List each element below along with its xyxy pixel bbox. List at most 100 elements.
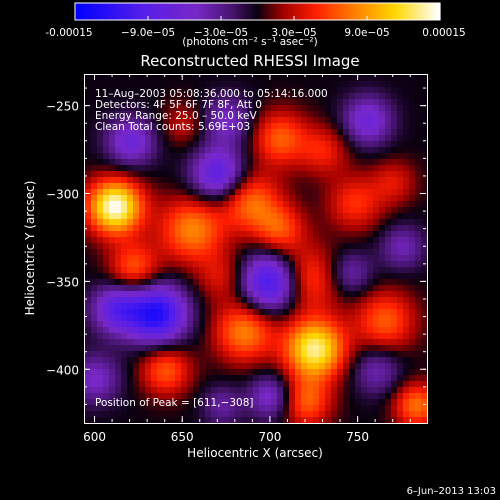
heatmap-cell: [271, 123, 278, 130]
heatmap-cell: [181, 123, 188, 130]
heatmap-cell: [229, 261, 236, 268]
heatmap-cell: [265, 225, 272, 232]
colorbar-segment: [120, 3, 125, 20]
heatmap-cell: [169, 351, 176, 358]
heatmap-cell: [205, 285, 212, 292]
heatmap-cell: [121, 99, 128, 106]
heatmap-cell: [373, 381, 380, 388]
heatmap-cell: [265, 219, 272, 226]
heatmap-cell: [151, 333, 158, 340]
heatmap-cell: [385, 147, 392, 154]
heatmap-cell: [289, 207, 296, 214]
heatmap-cell: [115, 129, 122, 136]
heatmap-cell: [307, 303, 314, 310]
heatmap-cell: [367, 393, 374, 400]
colorbar-segment: [96, 3, 100, 20]
heatmap-cell: [409, 141, 416, 148]
heatmap-cell: [217, 171, 224, 178]
heatmap-cell: [181, 231, 188, 238]
heatmap-cell: [283, 279, 290, 286]
heatmap-cell: [205, 93, 212, 100]
heatmap-cell: [313, 195, 320, 202]
heatmap-cell: [355, 273, 362, 280]
heatmap-cell: [217, 375, 224, 382]
heatmap-cell: [265, 381, 272, 388]
heatmap-cell: [385, 129, 392, 136]
heatmap-cell: [271, 195, 278, 202]
heatmap-cell: [127, 405, 134, 412]
heatmap-cell: [181, 171, 188, 178]
heatmap-cell: [361, 363, 368, 370]
heatmap-cell: [415, 201, 422, 208]
heatmap-cell: [127, 273, 134, 280]
heatmap-cell: [319, 177, 326, 184]
colorbar-segment: [284, 3, 289, 20]
heatmap-cell: [91, 171, 98, 178]
heatmap-cell: [163, 87, 170, 94]
heatmap-cell: [175, 345, 182, 352]
heatmap-cell: [253, 111, 260, 118]
heatmap-cell: [325, 315, 332, 322]
heatmap-cell: [391, 207, 398, 214]
heatmap-cell: [223, 291, 230, 298]
heatmap-cell: [391, 249, 398, 256]
heatmap-cell: [217, 177, 224, 184]
heatmap-cell: [109, 315, 116, 322]
heatmap-cell: [379, 219, 386, 226]
heatmap-cell: [385, 273, 392, 280]
heatmap-cell: [283, 399, 290, 406]
heatmap-cell: [235, 321, 242, 328]
heatmap-cell: [271, 99, 278, 106]
heatmap-cell: [391, 417, 398, 423]
heatmap-cell: [163, 303, 170, 310]
heatmap-cell: [181, 237, 188, 244]
heatmap-cell: [163, 333, 170, 340]
heatmap-cell: [337, 345, 344, 352]
heatmap-cell: [187, 309, 194, 316]
heatmap-cell: [217, 159, 224, 166]
heatmap-cell: [109, 99, 116, 106]
colorbar-segment: [327, 3, 332, 20]
heatmap-cell: [415, 243, 422, 250]
heatmap-cell: [409, 87, 416, 94]
heatmap-cell: [325, 279, 332, 286]
heatmap-cell: [373, 255, 380, 262]
heatmap-cell: [175, 159, 182, 166]
colorbar-segment: [217, 3, 222, 20]
colorbar-segment: [266, 3, 271, 20]
heatmap-cell: [121, 75, 128, 82]
heatmap-cell: [349, 291, 356, 298]
heatmap-cell: [217, 81, 224, 88]
heatmap-cell: [253, 261, 260, 268]
heatmap-cell: [193, 87, 200, 94]
heatmap-cell: [85, 177, 92, 184]
heatmap-cell: [289, 303, 296, 310]
heatmap-cell: [313, 411, 320, 418]
heatmap-cell: [289, 225, 296, 232]
heatmap-cell: [115, 255, 122, 262]
colorbar-segment: [278, 3, 283, 20]
heatmap-cell: [91, 387, 98, 394]
heatmap-cell: [301, 255, 308, 262]
heatmap-cell: [187, 411, 194, 418]
heatmap-cell: [109, 159, 116, 166]
heatmap-cell: [205, 333, 212, 340]
heatmap-cell: [271, 129, 278, 136]
heatmap-cell: [223, 405, 230, 412]
heatmap-cell: [421, 225, 427, 232]
heatmap-cell: [115, 285, 122, 292]
heatmap-cell: [181, 141, 188, 148]
heatmap-cell: [295, 219, 302, 226]
heatmap-cell: [241, 231, 248, 238]
heatmap-cell: [235, 129, 242, 136]
heatmap-cell: [295, 297, 302, 304]
heatmap-cell: [343, 117, 350, 124]
heatmap-cell: [289, 399, 296, 406]
heatmap-cell: [259, 189, 266, 196]
heatmap-cell: [307, 117, 314, 124]
heatmap-cell: [103, 171, 110, 178]
heatmap-cell: [229, 171, 236, 178]
heatmap-cell: [355, 225, 362, 232]
heatmap-cell: [97, 309, 104, 316]
heatmap-cell: [241, 411, 248, 418]
